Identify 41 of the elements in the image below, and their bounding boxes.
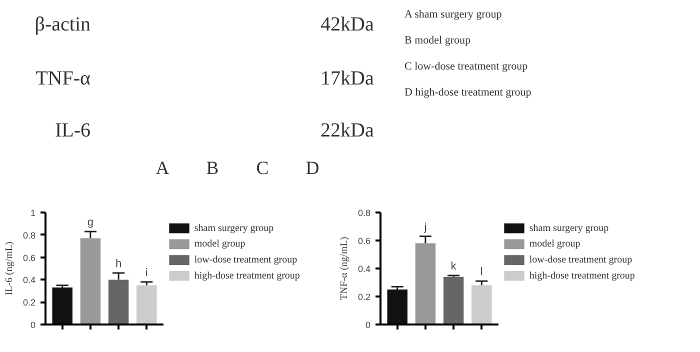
y-tick-label: 0: [30, 320, 36, 330]
y-axis-title: IL-6 (ng/mL): [4, 242, 15, 296]
legend-label: sham surgery group: [529, 222, 609, 234]
y-tick-label: 0.4: [358, 264, 371, 274]
text: B: [206, 158, 219, 179]
y-tick-label: 0.2: [22, 298, 36, 308]
text: B model group: [404, 34, 471, 46]
y-tick-label: 0.4: [22, 275, 36, 286]
y-tick-label: 0.6: [358, 236, 371, 246]
legend-label: low-dose treatment group: [194, 254, 298, 266]
text: 22kDa: [320, 120, 374, 142]
text: β-actin: [34, 14, 90, 36]
text: IL-6: [54, 120, 91, 142]
text: D: [306, 158, 320, 179]
legend-label: high-dose treatment group: [194, 270, 300, 282]
y-axis-title: TNF-α (ng/mL): [338, 236, 350, 300]
text: D high-dose treatment group: [404, 86, 532, 98]
y-tick-label: 0.8: [358, 208, 371, 218]
y-tick-label: 0.8: [22, 230, 36, 240]
text: A sham surgery group: [404, 8, 502, 20]
y-tick-label: 0.2: [358, 292, 371, 302]
text: TNF-α: [36, 68, 92, 90]
annotation: h: [115, 258, 122, 270]
text: 42kDa: [320, 14, 374, 36]
legend-label: model group: [194, 238, 246, 250]
annotation: k: [450, 260, 457, 272]
y-tick-label: 0.6: [22, 252, 36, 263]
legend-label: model group: [529, 238, 580, 250]
legend-label: high-dose treatment group: [529, 270, 635, 282]
text: A: [156, 158, 170, 179]
annotation: i: [145, 266, 148, 279]
y-tick-label: 0: [365, 320, 371, 330]
text: C: [256, 158, 269, 179]
legend-label: sham surgery group: [194, 222, 274, 234]
y-tick-label: 1: [30, 208, 36, 218]
annotation: l: [480, 266, 483, 278]
text: 17kDa: [320, 68, 374, 90]
legend-label: low-dose treatment group: [529, 254, 632, 266]
annotation: j: [423, 221, 427, 234]
annotation: g: [87, 216, 94, 229]
text: C low-dose treatment group: [404, 60, 528, 72]
